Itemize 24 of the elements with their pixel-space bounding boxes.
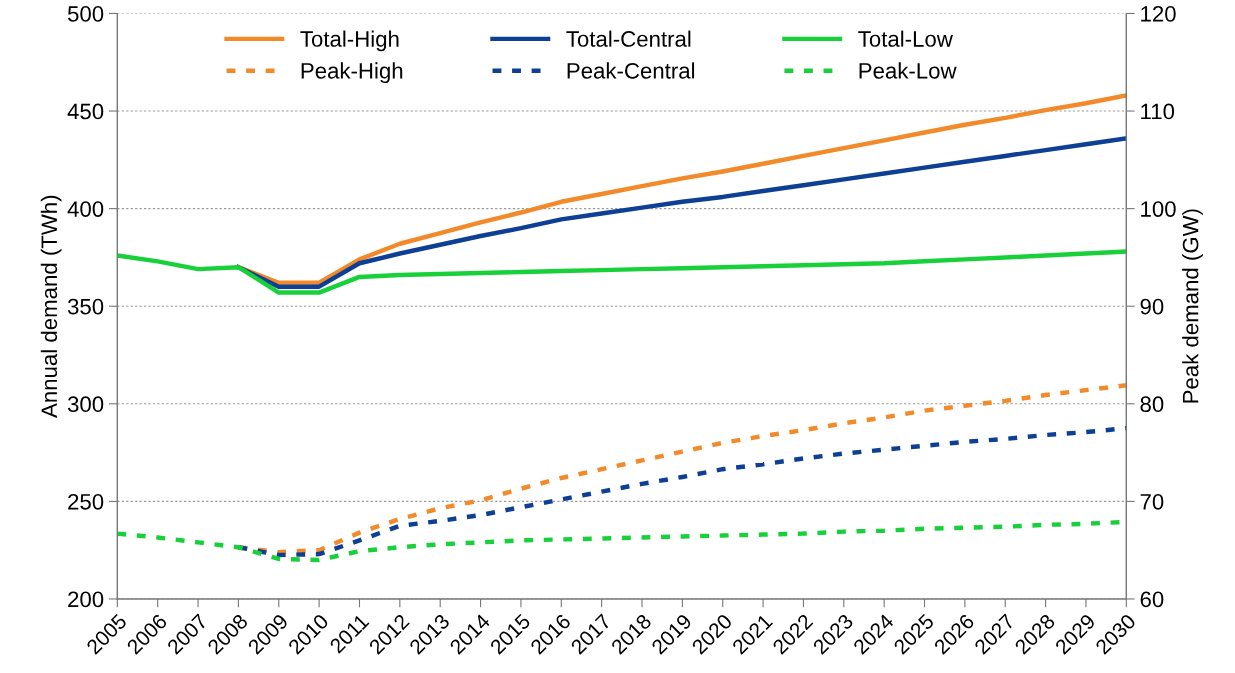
legend-label: Peak-Central (567, 62, 695, 79)
y2-tick-label: 120 (1141, 5, 1176, 22)
y-tick-label: 450 (67, 103, 104, 120)
y2-tick-label: 80 (1140, 396, 1164, 413)
legend-label: Peak-High (301, 62, 403, 84)
y-axis-title: Annual demand (TWh) (40, 195, 62, 418)
y-tick-label: 500 (67, 5, 104, 22)
line-series (117, 249, 1127, 295)
line-series (236, 136, 1127, 289)
y2-tick-label: 110 (1141, 103, 1175, 120)
y-tick-label: 350 (67, 298, 104, 315)
y-tick-label: 200 (68, 591, 104, 608)
y-tick-label: 400 (67, 201, 104, 217)
y2-axis-title: Peak demand (GW) (1182, 209, 1203, 403)
legend-label: Peak-Low (859, 62, 957, 79)
y-tick-label: 300 (67, 396, 104, 413)
legend-label: Total-High (300, 30, 399, 52)
y2-tick-label: 60 (1140, 591, 1164, 608)
y-tick-label: 250 (68, 493, 104, 510)
y2-tick-label: 100 (1141, 201, 1176, 217)
legend-label: Total-Central (566, 30, 691, 47)
y2-tick-label: 90 (1140, 298, 1164, 315)
y2-tick-label: 70 (1140, 493, 1164, 510)
legend-label: Total-Low (858, 30, 953, 47)
